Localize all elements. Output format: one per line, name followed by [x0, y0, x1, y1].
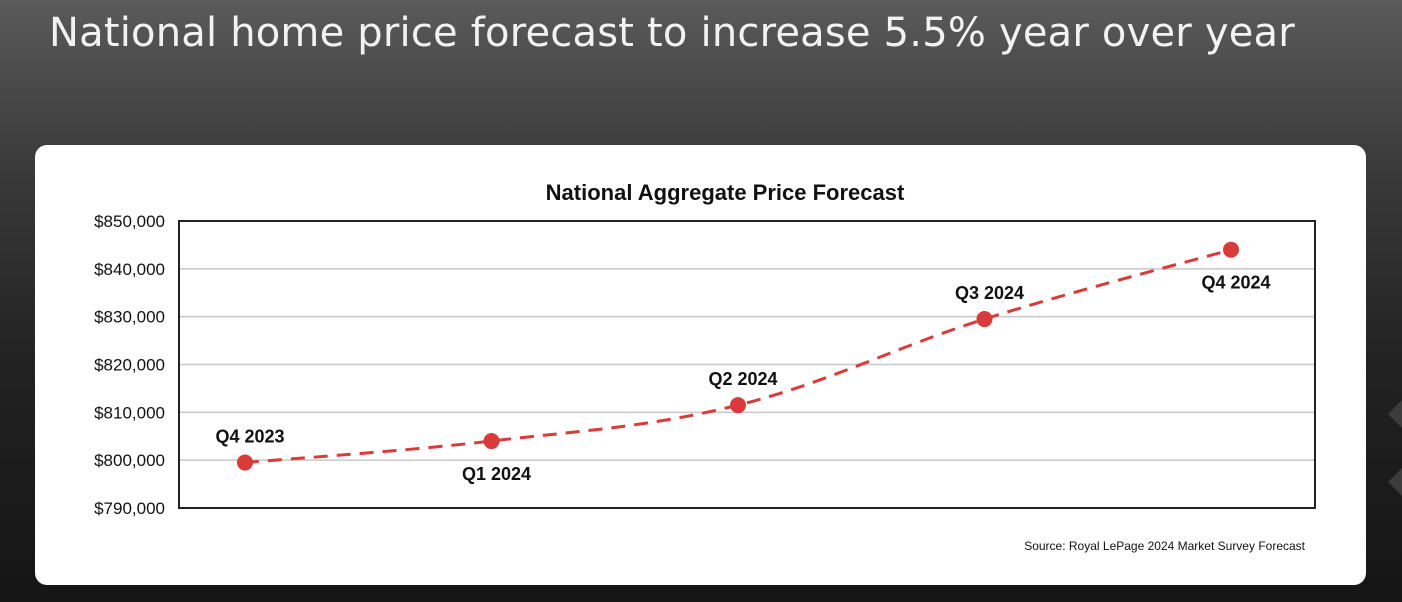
data-label: Q4 2023	[215, 427, 284, 447]
chevron-left-icon[interactable]	[1388, 400, 1402, 428]
plot-frame	[178, 220, 1316, 509]
y-tick-label: $790,000	[94, 499, 165, 518]
point-labels: Q4 2023 Q1 2024 Q2 2024 Q3 2024 Q4 2024	[215, 273, 1270, 484]
y-tick-label: $800,000	[94, 451, 165, 470]
slide-title: National home price forecast to increase…	[49, 10, 1295, 56]
chevron-left-icon[interactable]	[1388, 468, 1402, 496]
data-point	[483, 433, 500, 450]
series-line	[244, 248, 1232, 465]
data-point	[237, 454, 253, 471]
grid-lines	[179, 268, 1315, 461]
y-tick-labels: $790,000 $800,000 $810,000 $820,000 $830,000…	[94, 212, 165, 518]
source-note: Source: Royal LePage 2024 Market Survey …	[1024, 539, 1305, 553]
data-label: Q3 2024	[955, 283, 1024, 303]
data-label: Q4 2024	[1201, 273, 1270, 293]
y-tick-label: $820,000	[94, 356, 165, 375]
y-tick-label: $840,000	[94, 260, 165, 279]
chart-card: National Aggregate Price Forecast $790,0…	[35, 145, 1366, 585]
data-label: Q2 2024	[708, 369, 777, 389]
price-forecast-chart: National Aggregate Price Forecast $790,0…	[94, 180, 1316, 553]
y-tick-label: $830,000	[94, 308, 165, 327]
series-layer	[237, 241, 1239, 471]
chart-title: National Aggregate Price Forecast	[546, 180, 905, 205]
data-point	[976, 311, 993, 328]
y-tick-label: $850,000	[94, 212, 165, 231]
y-tick-label: $810,000	[94, 403, 165, 422]
data-label: Q1 2024	[462, 464, 531, 484]
data-point	[1223, 241, 1239, 258]
data-point	[730, 397, 746, 414]
